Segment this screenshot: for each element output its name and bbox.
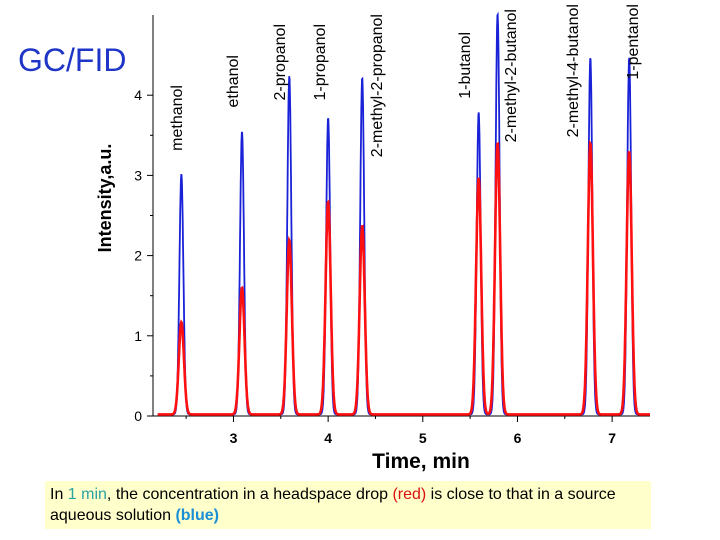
y-tick-label: 2: [134, 248, 142, 264]
chromatogram-chart: 0 1 2 3 4 3 4 5 6 7 methanol ethanol 2-propanol 1-p…: [95, 4, 650, 473]
peak-label: 1-pentanol: [625, 4, 642, 80]
caption-blue-highlight: (blue): [175, 507, 219, 524]
caption-time-highlight: 1 min: [67, 486, 107, 503]
series-red-line: [157, 139, 650, 416]
x-tick-label: 5: [419, 430, 427, 446]
peak-label: 1-butanol: [457, 32, 474, 99]
x-tick-label: 3: [230, 430, 238, 446]
x-axis-title: Time, min: [372, 450, 470, 473]
y-tick-label: 1: [134, 328, 142, 344]
peak-label: 1-propanol: [312, 24, 329, 101]
y-tick-label: 3: [134, 167, 142, 183]
detector-label: GC/FID: [18, 42, 127, 78]
caption-text-3: is close to that in a source aqueous sol…: [50, 486, 616, 524]
x-ticks: 3 4 5 6 7: [185, 416, 616, 446]
y-axis-title: Intensity,a.u.: [95, 144, 115, 253]
peak-label: methanol: [169, 85, 186, 151]
x-tick-label: 7: [608, 430, 616, 446]
peak-label: 2-propanol: [272, 24, 289, 101]
series-red-group: [157, 139, 650, 416]
peak-label: 2-methyl-2-butanol: [503, 9, 520, 142]
peak-labels: methanol ethanol 2-propanol 1-propanol 2-met…: [169, 4, 642, 157]
y-tick-label: 0: [134, 408, 142, 424]
caption-box: In 1 min, the concentration in a headspa…: [45, 481, 651, 529]
y-tick-label: 4: [134, 87, 142, 103]
peak-label: 2-methyl-2-propanol: [369, 14, 386, 157]
caption-text-1: In: [50, 486, 68, 503]
x-tick-label: 4: [324, 430, 332, 446]
peak-label: ethanol: [225, 55, 242, 108]
y-ticks: 0 1 2 3 4: [134, 87, 153, 424]
caption-text-2: , the concentration in a headspace drop: [106, 486, 393, 503]
x-tick-label: 6: [514, 430, 522, 446]
peak-label: 2-methyl-4-butanol: [565, 4, 582, 137]
caption-red-highlight: (red): [392, 486, 427, 503]
